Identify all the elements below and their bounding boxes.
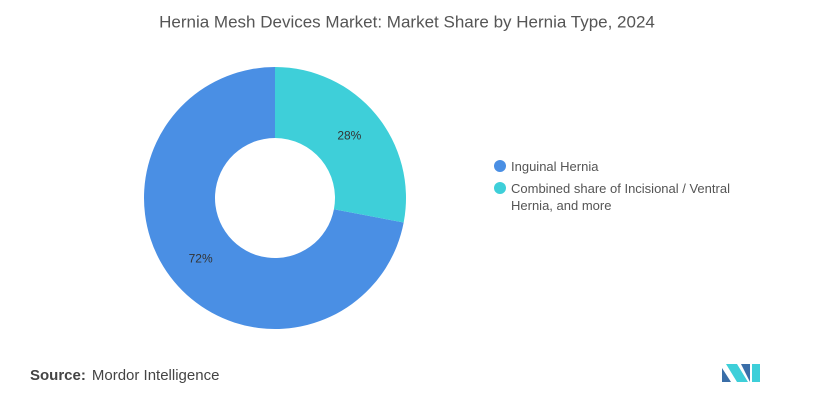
- data-label: 28%: [337, 129, 361, 143]
- legend-item: Combined share of Incisional / Ventral H…: [494, 180, 754, 214]
- slice: [143, 67, 404, 329]
- source-label: Source:: [30, 367, 86, 384]
- slice: [275, 67, 406, 223]
- legend-label: Inguinal Hernia: [511, 159, 599, 174]
- data-label: 72%: [189, 252, 213, 266]
- source: Source: Mordor Intelligence: [30, 367, 219, 384]
- legend-swatch: [494, 160, 506, 172]
- legend-label: Combined share of Incisional / Ventral H…: [511, 181, 730, 213]
- legend-item: Inguinal Hernia: [494, 158, 754, 175]
- legend: Inguinal Hernia Combined share of Incisio…: [494, 158, 754, 219]
- legend-swatch: [494, 182, 506, 194]
- logo: [722, 364, 760, 382]
- source-text: Mordor Intelligence: [91, 367, 220, 384]
- chart-title: Hernia Mesh Devices Market: Market Share…: [159, 12, 655, 31]
